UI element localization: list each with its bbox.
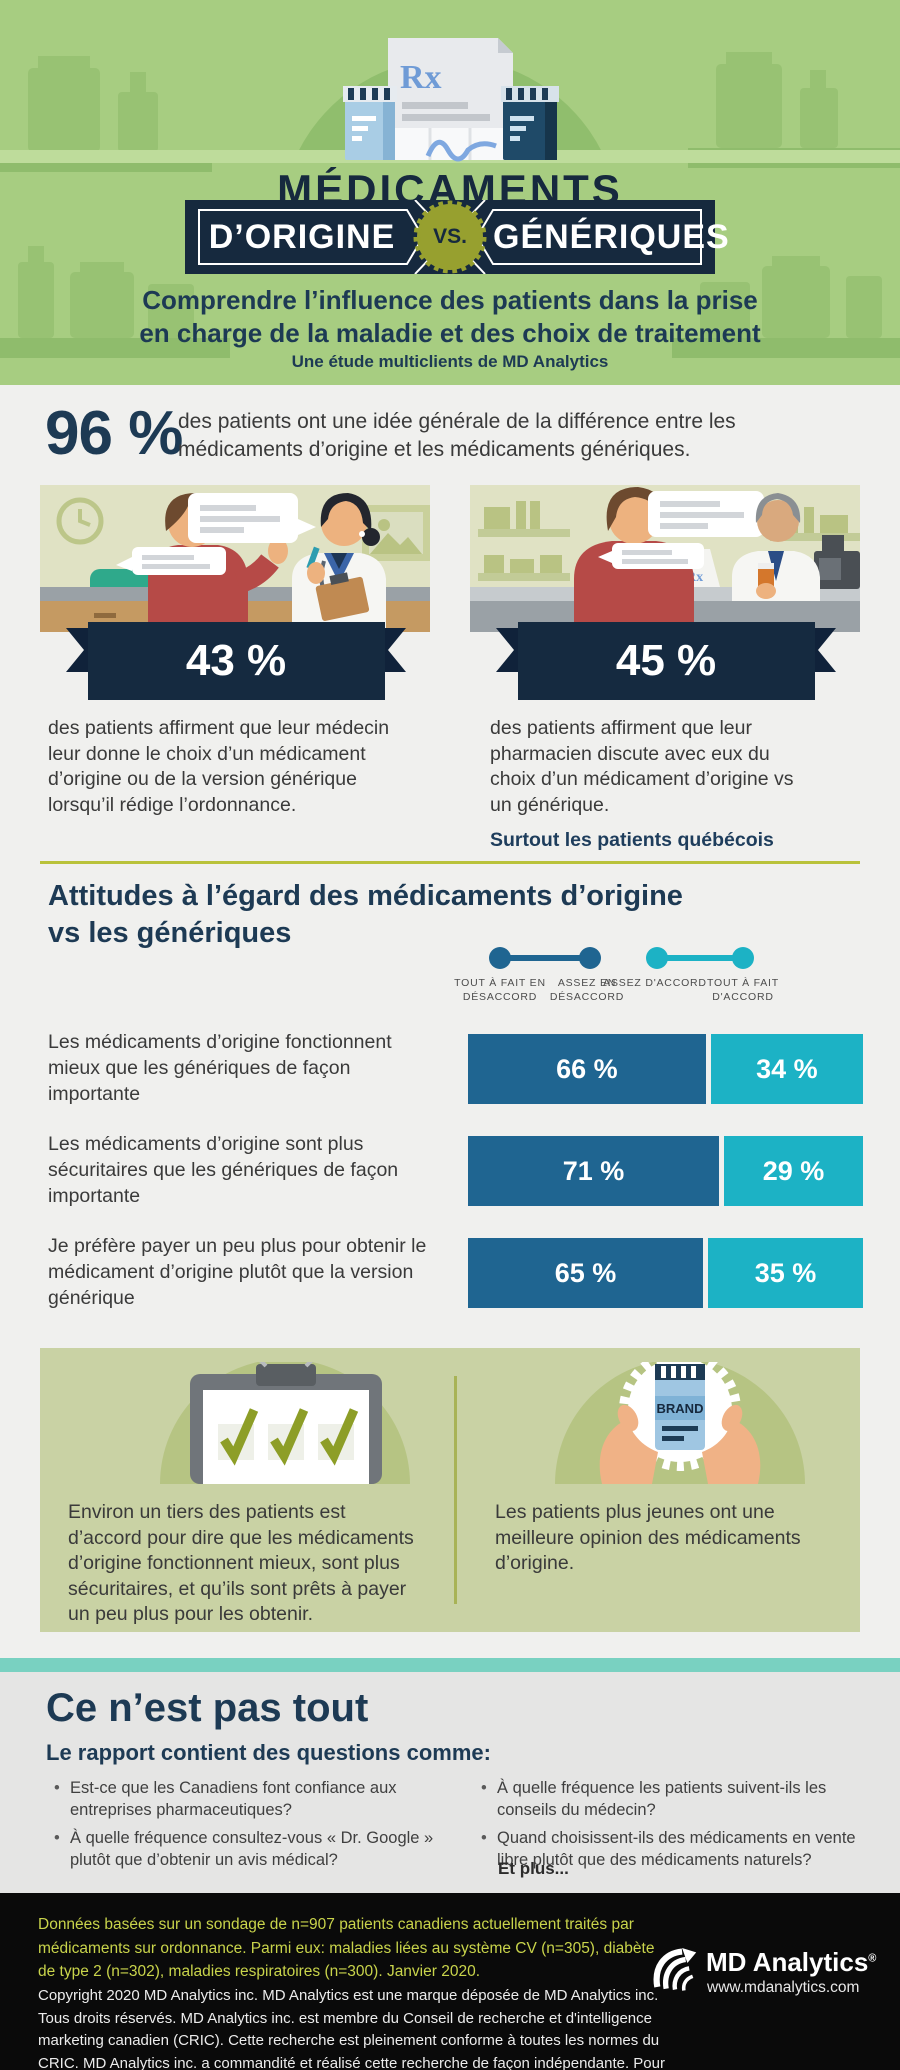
bar-track: 66 % 34 % (468, 1034, 863, 1104)
vs-label: VS. (433, 225, 467, 248)
checkmark-icon (220, 1408, 359, 1466)
logo-brand-name: MD Analytics (706, 1947, 869, 1977)
agree-bar: 35 % (708, 1238, 863, 1308)
rx-icon: Rx (400, 59, 442, 96)
more-subheading: Le rapport contient des questions comme: (46, 1740, 491, 1765)
quebec-note: Surtout les patients québécois (490, 829, 774, 852)
bullet-trust-pharma: Est-ce que les Canadiens font confiance … (54, 1778, 410, 1822)
footer-copyright-text: Copyright 2020 MD Analytics inc. MD Anal… (38, 1987, 665, 2070)
stat-45-ribbon (496, 622, 836, 700)
subtitle: Comprendre l’influence des patients dans… (139, 285, 761, 348)
stat-96-text: des patients ont une idée générale de la… (178, 410, 736, 461)
bar-track: 65 % 35 % (468, 1238, 863, 1308)
agree-bar: 29 % (724, 1136, 863, 1206)
hands-holding-brand-bottle-illustration: BRAND (555, 1362, 805, 1484)
disagree-value: 66 % (556, 1053, 618, 1084)
disagree-bar: 71 % (468, 1136, 720, 1206)
stat-43-ribbon (66, 622, 406, 700)
legend-label-strongly-agree: TOUT À FAIT D'ACCORD (706, 977, 779, 1004)
stat-43-description: des patients affirment que leur médecin … (48, 717, 390, 816)
insights-divider (454, 1376, 457, 1604)
disagree-bar: 65 % (468, 1238, 704, 1308)
logo-text: MD Analytics® (706, 1947, 876, 1978)
stat-43-value: 43 % (185, 636, 287, 685)
disagree-bar: 66 % (468, 1034, 706, 1104)
study-note: Une étude multiclients de MD Analytics (291, 352, 609, 371)
brand-bottle: BRAND (655, 1364, 705, 1450)
bullet-follow-advice: À quelle fréquence les patients suivent-… (481, 1778, 877, 1822)
pharmacy-shelves-background-illustration: Rx (0, 38, 900, 358)
disagree-value: 65 % (554, 1257, 617, 1288)
banner-background (185, 199, 715, 275)
footer-methodology-text: Données basées sur un sondage de n=907 p… (38, 1916, 655, 1981)
logo-url: www.mdanalytics.com (707, 1979, 860, 1996)
et-plus-label: Et plus... (498, 1859, 569, 1878)
prescription-and-bottles-illustration: Rx (343, 38, 559, 162)
bar-statement: Les médicaments d’origine sont plus sécu… (48, 1133, 399, 1207)
insights-box: BRAND Environ un tiers des patients est … (40, 1348, 860, 1632)
bar-row-works-better: Les médicaments d’origine fonctionnent m… (0, 1031, 900, 1105)
speech-bubbles (116, 493, 316, 575)
insight-left-text: Environ un tiers des patients est d’acco… (68, 1501, 414, 1626)
title-banner: D’ORIGINE VS. GÉNÉRIQUES (185, 199, 730, 275)
attitudes-heading: Attitudes à l’égard des médicaments d’or… (48, 880, 683, 950)
section-divider (40, 861, 860, 864)
hand-icon (599, 1404, 761, 1484)
brand-label: BRAND (657, 1401, 704, 1416)
bar-row-pay-more: Je préfère payer un peu plus pour obteni… (0, 1235, 900, 1309)
doctor-consultation-illustration (40, 485, 430, 632)
pharmacy-counter-illustration: Rx (470, 485, 860, 632)
md-analytics-logo: MD Analytics® www.mdanalytics.com (652, 1945, 888, 2002)
bullet-dr-google: À quelle fréquence consultez-vous « Dr. … (54, 1828, 440, 1872)
bullet-otc-vs-natural: Quand choisissent-ils des médicaments en… (481, 1828, 877, 1872)
pharmacist-figure (732, 493, 820, 601)
header-section: Rx (0, 0, 900, 385)
vs-badge (417, 204, 483, 270)
clock-icon (56, 497, 104, 545)
clipboard-checklist-illustration (160, 1362, 410, 1484)
agree-bar: 34 % (710, 1034, 863, 1104)
legend-label-somewhat-disagree: ASSEZ EN DÉSACCORD (549, 977, 625, 1004)
legend-dumbbell-icons (489, 947, 754, 969)
banner-label-generiques: GÉNÉRIQUES (493, 218, 730, 256)
insight-right-text: Les patients plus jeunes ont une meilleu… (495, 1501, 801, 1575)
doctor-figure (292, 493, 386, 632)
legend-label-strongly-disagree: TOUT À FAIT EN DÉSACCORD (454, 977, 546, 1004)
agree-value: 35 % (754, 1257, 817, 1288)
agree-value: 29 % (762, 1155, 825, 1186)
legend-label-somewhat-agree: ASSEZ D'ACCORD (603, 977, 707, 989)
teal-divider-band (0, 1658, 900, 1672)
disagree-value: 71 % (562, 1155, 625, 1186)
stat-45-description: des patients affirment que leur pharmaci… (490, 716, 820, 854)
speech-bubbles (598, 491, 780, 569)
bar-row-safer: Les médicaments d’origine sont plus sécu… (0, 1133, 900, 1207)
stat-96-value: 96 % (45, 399, 183, 468)
stat-45-text: des patients affirment que leur pharmaci… (490, 717, 794, 816)
banner-label-origine: D’ORIGINE (208, 218, 396, 256)
md-analytics-logo-icon (653, 1948, 697, 1991)
doctor-panel (40, 485, 430, 632)
bar-track: 71 % 29 % (468, 1136, 863, 1206)
registered-mark: ® (868, 1952, 877, 1965)
bar-statement: Je préfère payer un peu plus pour obteni… (48, 1235, 427, 1309)
bar-statement: Les médicaments d’origine fonctionnent m… (48, 1031, 392, 1105)
pharmacy-panel: Rx (470, 485, 860, 632)
more-heading: Ce n’est pas tout (46, 1686, 369, 1730)
footer-section: Données basées sur un sondage de n=907 p… (0, 1893, 900, 2070)
agree-value: 34 % (756, 1053, 818, 1084)
stat-45-value: 45 % (615, 636, 717, 685)
